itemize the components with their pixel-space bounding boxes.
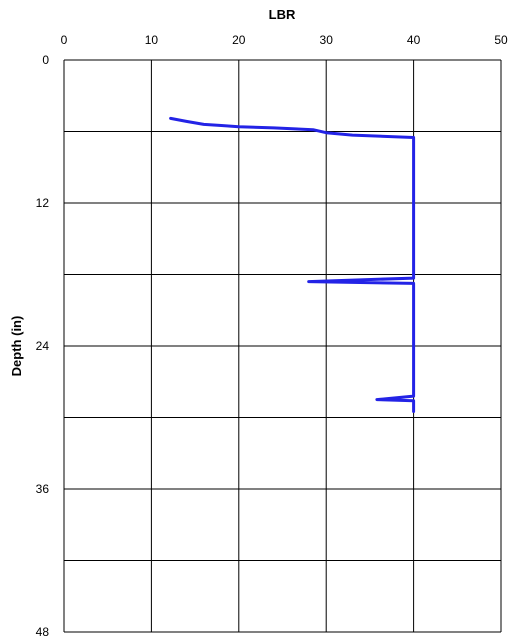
y-tick-labels: 0 12 24 36 48 <box>36 53 50 639</box>
y-tick-label: 36 <box>36 482 50 496</box>
series-line-0 <box>169 116 416 413</box>
y-tick-label: 12 <box>36 196 50 210</box>
y-tick-label: 0 <box>42 53 49 67</box>
x-tick-label: 0 <box>61 33 68 47</box>
plot-grid <box>63 59 502 633</box>
x-tick-label: 40 <box>407 33 421 47</box>
y-tick-label: 48 <box>36 625 50 639</box>
series-layer <box>169 116 416 413</box>
x-tick-label: 10 <box>145 33 159 47</box>
y-axis-title: Depth (in) <box>9 316 24 377</box>
x-tick-labels: 0 10 20 30 40 50 <box>61 33 508 47</box>
x-tick-label: 20 <box>232 33 246 47</box>
x-tick-label: 50 <box>494 33 508 47</box>
y-tick-label: 24 <box>36 339 50 353</box>
x-tick-label: 30 <box>320 33 334 47</box>
x-axis-title: LBR <box>269 7 296 22</box>
